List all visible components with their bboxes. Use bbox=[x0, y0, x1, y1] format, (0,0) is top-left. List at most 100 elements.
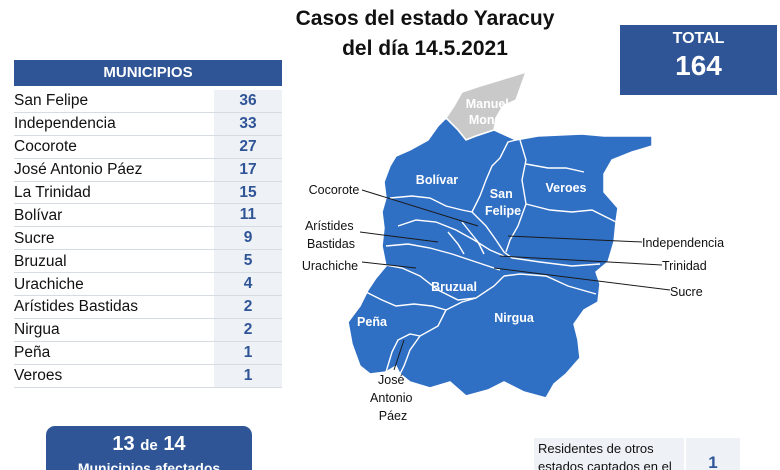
total-value: 164 bbox=[675, 50, 722, 81]
map-border bbox=[379, 263, 505, 301]
map-border bbox=[525, 163, 585, 173]
municipio-count: 15 bbox=[214, 181, 282, 205]
map-label-aristides-line1: Arístides bbox=[305, 219, 354, 233]
map-border bbox=[389, 195, 473, 213]
table-row: José Antonio Páez 17 bbox=[14, 158, 282, 182]
table-row: Bruzual 5 bbox=[14, 250, 282, 274]
leader-line-independencia bbox=[507, 235, 643, 243]
municipio-count: 36 bbox=[214, 90, 282, 113]
table-row: Sucre 9 bbox=[14, 227, 282, 251]
leader-line-trinidad bbox=[499, 255, 663, 266]
affected-connector: de bbox=[140, 437, 158, 454]
municipio-name: San Felipe bbox=[14, 92, 89, 110]
map-label-jose-line1: José bbox=[378, 373, 404, 387]
table-row: Bolívar 11 bbox=[14, 204, 282, 228]
map-label-veroes: Veroes bbox=[545, 181, 586, 195]
affected-summary-count: 13 de 14 bbox=[46, 433, 252, 456]
page-title: Casos del estado Yaracuy del día 14.5.20… bbox=[240, 4, 610, 64]
affected-count: 13 bbox=[112, 433, 135, 455]
leader-line-cocorote bbox=[361, 189, 479, 227]
residents-box: Residentes de otros estados captados en … bbox=[534, 438, 684, 470]
municipios-header: MUNICIPIOS bbox=[14, 60, 282, 86]
leader-line-aristides bbox=[359, 231, 439, 243]
municipio-count: 27 bbox=[214, 135, 282, 159]
municipio-name: Bruzual bbox=[14, 252, 67, 270]
map-label-manuel-monge-line1: Manuel bbox=[466, 97, 509, 111]
municipio-name: Cocorote bbox=[14, 138, 77, 156]
municipio-name: Veroes bbox=[14, 367, 63, 385]
total-box: TOTAL 164 bbox=[620, 25, 777, 95]
residents-label-line1: Residentes de otros bbox=[538, 441, 654, 456]
map-label-san-felipe: San Felipe bbox=[485, 187, 521, 218]
municipio-count: 5 bbox=[214, 250, 282, 274]
table-row: La Trinidad 15 bbox=[14, 181, 282, 205]
table-row: Nirgua 2 bbox=[14, 318, 282, 342]
map-label-aristides-line2: Bastidas bbox=[307, 237, 355, 251]
municipio-name: La Trinidad bbox=[14, 184, 91, 201]
affected-summary-label: Municipios afectados bbox=[77, 460, 221, 470]
municipio-count: 9 bbox=[214, 227, 282, 251]
map-border bbox=[399, 309, 447, 375]
municipio-count: 11 bbox=[214, 204, 282, 228]
table-row: Peña 1 bbox=[14, 341, 282, 365]
municipios-table: San Felipe 36 Independencia 33 Cocorote 27 … bbox=[14, 90, 282, 388]
map-border bbox=[385, 333, 421, 373]
table-row: Urachiche 4 bbox=[14, 273, 282, 297]
map-border bbox=[471, 139, 517, 213]
map-label-jose-line2: Antonio bbox=[370, 391, 412, 405]
table-row: Arístides Bastidas 2 bbox=[14, 296, 282, 319]
map-label-san-felipe-line2: Felipe bbox=[485, 204, 521, 218]
map-border bbox=[461, 221, 485, 255]
table-row: Cocorote 27 bbox=[14, 135, 282, 159]
map-label-aristides-bastidas: Arístides Bastidas bbox=[305, 219, 357, 251]
municipio-count: 17 bbox=[214, 158, 282, 182]
municipio-name: Peña bbox=[14, 344, 51, 362]
map-label-jose-line3: Páez bbox=[379, 409, 408, 423]
map-border bbox=[365, 291, 447, 311]
map-label-trinidad: Trinidad bbox=[662, 259, 707, 273]
map-label-independencia: Independencia bbox=[642, 236, 724, 250]
table-row: Independencia 33 bbox=[14, 112, 282, 136]
municipio-count: 2 bbox=[214, 296, 282, 319]
map-border bbox=[447, 231, 465, 255]
map-label-pena: Peña bbox=[357, 315, 388, 329]
map-border bbox=[445, 297, 477, 311]
map-border bbox=[525, 203, 617, 223]
table-row: San Felipe 36 bbox=[14, 90, 282, 113]
leader-line-sucre bbox=[493, 267, 671, 291]
map-municipal-borders bbox=[365, 139, 617, 375]
municipio-count: 1 bbox=[214, 364, 282, 388]
map-label-cocorote: Cocorote bbox=[309, 183, 360, 197]
municipio-name: Urachiche bbox=[14, 275, 84, 293]
municipio-count: 33 bbox=[214, 112, 282, 136]
leader-line-jose-antonio bbox=[393, 339, 405, 371]
residents-value: 1 bbox=[708, 453, 718, 470]
residents-value-box: 1 bbox=[686, 438, 740, 470]
map-border bbox=[397, 219, 505, 257]
municipio-name: José Antonio Páez bbox=[14, 161, 143, 179]
municipio-count: 4 bbox=[214, 273, 282, 297]
map-label-san-felipe-line1: San bbox=[490, 187, 513, 201]
map-label-nirgua: Nirgua bbox=[494, 311, 535, 325]
municipio-name: Nirgua bbox=[14, 321, 60, 339]
map-border bbox=[503, 273, 597, 295]
map-border bbox=[385, 243, 501, 271]
total-label: TOTAL bbox=[672, 30, 725, 47]
municipio-name: Sucre bbox=[14, 229, 55, 247]
municipio-count: 2 bbox=[214, 318, 282, 342]
affected-summary-box: 13 de 14 Municipios afectados bbox=[46, 426, 252, 470]
map-label-urachiche: Urachiche bbox=[302, 259, 358, 273]
map-label-bolivar: Bolívar bbox=[416, 173, 459, 187]
table-row: Veroes 1 bbox=[14, 364, 282, 388]
map-label-manuel-monge-line2: Monge bbox=[469, 113, 509, 127]
municipio-count: 1 bbox=[214, 341, 282, 365]
municipio-name: Arístides Bastidas bbox=[14, 298, 139, 316]
map-label-sucre: Sucre bbox=[670, 285, 703, 299]
map-region-affected-state bbox=[347, 116, 653, 399]
municipio-name: Bolívar bbox=[14, 206, 63, 224]
map-leader-lines bbox=[359, 189, 671, 371]
municipios-total: 14 bbox=[163, 433, 186, 455]
title-line2: del día 14.5.2021 bbox=[342, 37, 508, 60]
map-label-manuel-monge: Manuel Monge bbox=[466, 97, 513, 127]
